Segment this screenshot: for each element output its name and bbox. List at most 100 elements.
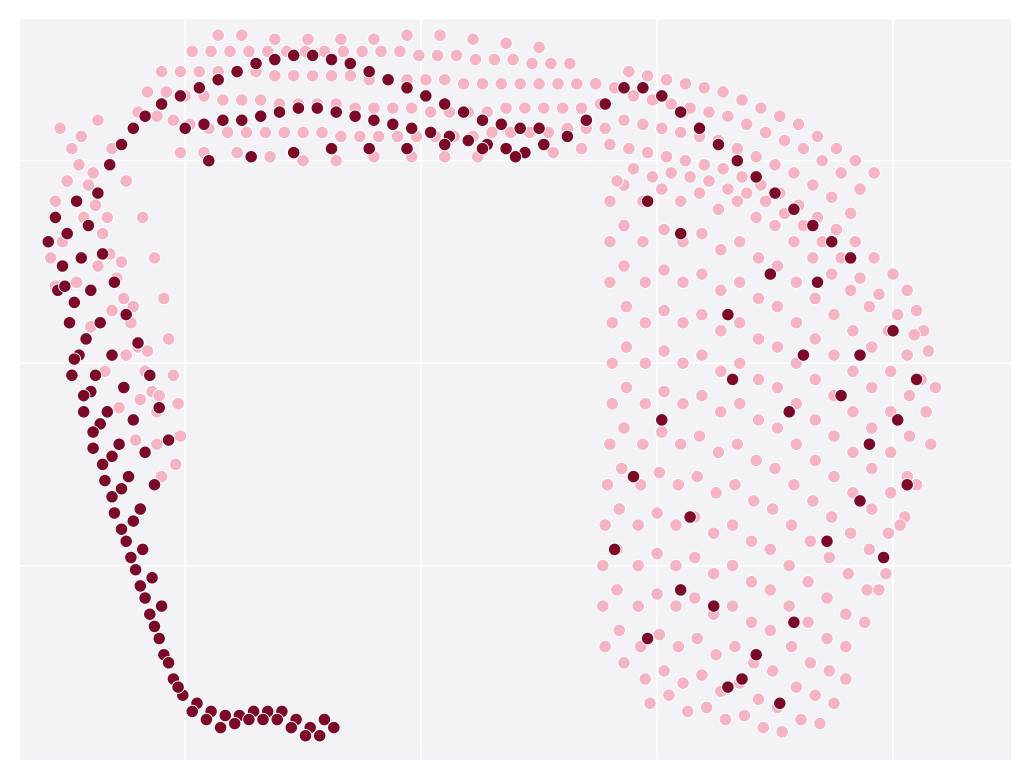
point-1-89 (138, 109, 152, 123)
point-0-319 (707, 526, 721, 540)
point-0-404 (827, 696, 841, 710)
point-1-147 (692, 121, 707, 135)
point-0-429 (884, 486, 898, 500)
point-0-392 (813, 716, 827, 731)
point-0-162 (329, 154, 343, 168)
point-0-138 (430, 48, 445, 63)
point-0-29 (119, 174, 133, 188)
point-0-161 (296, 154, 310, 168)
point-1-79 (105, 490, 119, 504)
point-1-168 (820, 534, 834, 548)
point-0-299 (695, 267, 709, 281)
point-1-76 (133, 579, 147, 593)
point-1-24 (143, 368, 157, 382)
point-1-170 (749, 648, 763, 662)
point-1-81 (86, 425, 100, 439)
point-0-348 (744, 575, 759, 589)
point-0-315 (714, 364, 728, 378)
point-0-445 (626, 162, 641, 176)
point-0-267 (638, 672, 652, 686)
point-1-66 (256, 712, 270, 727)
point-1-31 (105, 449, 119, 463)
point-0-50 (150, 109, 164, 123)
point-1-69 (213, 720, 228, 735)
point-1-86 (103, 158, 117, 172)
point-1-16 (121, 469, 136, 484)
point-1-113 (216, 113, 230, 127)
point-0-314 (714, 324, 728, 338)
point-0-281 (657, 664, 671, 678)
point-0-170 (626, 89, 641, 103)
point-0-448 (683, 170, 697, 184)
point-1-26 (161, 433, 176, 447)
point-0-413 (839, 607, 853, 621)
point-0-402 (820, 631, 834, 646)
point-0-234 (605, 356, 619, 370)
point-1-0 (48, 210, 63, 225)
point-1-46 (138, 591, 152, 605)
point-0-334 (725, 558, 740, 573)
point-0-301 (695, 348, 709, 362)
point-0-362 (763, 583, 777, 597)
point-1-145 (655, 89, 669, 103)
point-0-358 (770, 421, 785, 435)
point-0-172 (664, 97, 678, 111)
point-0-270 (657, 222, 671, 237)
point-0-96 (537, 101, 551, 115)
point-0-115 (438, 73, 452, 87)
point-0-141 (487, 52, 501, 67)
point-1-39 (65, 368, 79, 382)
point-0-327 (733, 275, 747, 289)
point-0-290 (671, 478, 685, 492)
point-1-32 (114, 482, 129, 496)
point-1-133 (287, 145, 301, 160)
point-0-303 (692, 429, 707, 443)
point-0-231 (603, 235, 617, 249)
point-1-157 (674, 226, 688, 241)
point-0-415 (839, 672, 853, 686)
point-0-74 (598, 121, 612, 135)
point-0-260 (638, 397, 652, 411)
point-1-45 (128, 563, 143, 577)
point-1-174 (655, 413, 669, 427)
point-0-381 (808, 291, 822, 306)
point-1-47 (147, 619, 162, 634)
point-0-274 (657, 384, 671, 399)
point-1-64 (284, 720, 298, 735)
point-0-257 (638, 275, 652, 289)
point-0-159 (230, 145, 244, 160)
point-0-336 (728, 639, 742, 654)
point-1-22 (119, 307, 133, 322)
point-0-14 (60, 174, 74, 188)
point-1-96 (268, 52, 282, 67)
point-0-38 (69, 275, 84, 289)
point-0-253 (612, 623, 626, 638)
point-0-366 (775, 725, 789, 739)
point-0-412 (841, 567, 855, 581)
point-1-75 (143, 607, 157, 621)
point-1-130 (537, 137, 551, 152)
point-0-108 (305, 69, 320, 83)
point-1-115 (254, 109, 268, 123)
point-0-125 (185, 44, 199, 59)
point-0-247 (619, 380, 634, 395)
point-0-136 (393, 44, 407, 59)
point-1-120 (348, 109, 362, 123)
point-0-227 (909, 303, 924, 318)
point-1-103 (400, 81, 414, 95)
point-0-119 (513, 77, 527, 91)
point-0-293 (669, 599, 683, 613)
point-0-264 (631, 558, 645, 573)
point-0-79 (216, 93, 230, 107)
point-0-417 (865, 340, 879, 354)
point-0-287 (676, 356, 690, 370)
point-1-162 (862, 437, 877, 451)
point-1-155 (843, 251, 858, 265)
point-1-114 (235, 113, 249, 127)
point-0-147 (235, 28, 249, 42)
point-1-172 (707, 599, 721, 613)
point-0-300 (695, 307, 709, 322)
point-0-312 (714, 243, 728, 257)
point-1-95 (249, 56, 263, 71)
point-0-248 (617, 421, 631, 435)
